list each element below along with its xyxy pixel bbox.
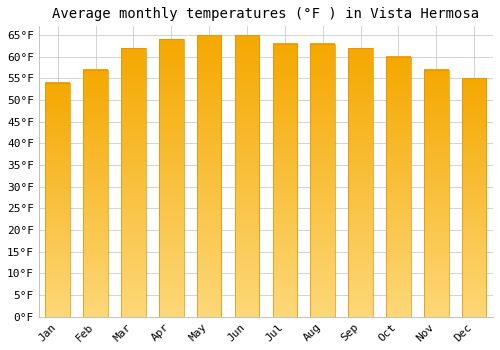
Bar	[386, 57, 410, 317]
Bar	[234, 35, 260, 317]
Bar	[462, 78, 486, 317]
Bar	[272, 44, 297, 317]
Title: Average monthly temperatures (°F ) in Vista Hermosa: Average monthly temperatures (°F ) in Vi…	[52, 7, 480, 21]
Bar	[424, 70, 448, 317]
Bar	[348, 48, 373, 317]
Bar	[197, 35, 222, 317]
Bar	[310, 44, 335, 317]
Bar	[46, 83, 70, 317]
Bar	[121, 48, 146, 317]
Bar	[84, 70, 108, 317]
Bar	[159, 39, 184, 317]
